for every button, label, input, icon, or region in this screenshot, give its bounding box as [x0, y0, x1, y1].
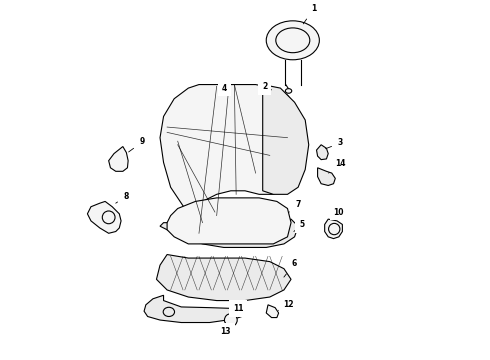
Text: 13: 13 — [220, 323, 231, 336]
Text: 10: 10 — [334, 208, 344, 217]
Text: 4: 4 — [222, 84, 227, 93]
Polygon shape — [317, 145, 328, 159]
Polygon shape — [87, 201, 121, 233]
Text: 14: 14 — [329, 159, 346, 173]
Polygon shape — [318, 168, 335, 185]
Text: 12: 12 — [279, 300, 294, 310]
Text: 2: 2 — [262, 82, 271, 91]
Text: 9: 9 — [128, 138, 145, 152]
Ellipse shape — [266, 21, 319, 60]
Polygon shape — [160, 85, 305, 208]
Polygon shape — [325, 219, 343, 239]
Polygon shape — [109, 147, 128, 171]
Text: 8: 8 — [116, 192, 129, 203]
Text: 6: 6 — [284, 259, 297, 277]
Polygon shape — [263, 85, 309, 194]
Polygon shape — [266, 305, 279, 318]
Text: 7: 7 — [289, 201, 301, 212]
Text: 11: 11 — [233, 304, 243, 313]
Polygon shape — [160, 219, 298, 247]
Ellipse shape — [224, 314, 237, 327]
Polygon shape — [156, 255, 291, 301]
Polygon shape — [167, 198, 291, 244]
Text: 3: 3 — [325, 139, 343, 149]
Polygon shape — [144, 295, 245, 323]
Ellipse shape — [285, 89, 292, 93]
Text: 1: 1 — [303, 4, 317, 24]
Text: 5: 5 — [294, 220, 304, 231]
